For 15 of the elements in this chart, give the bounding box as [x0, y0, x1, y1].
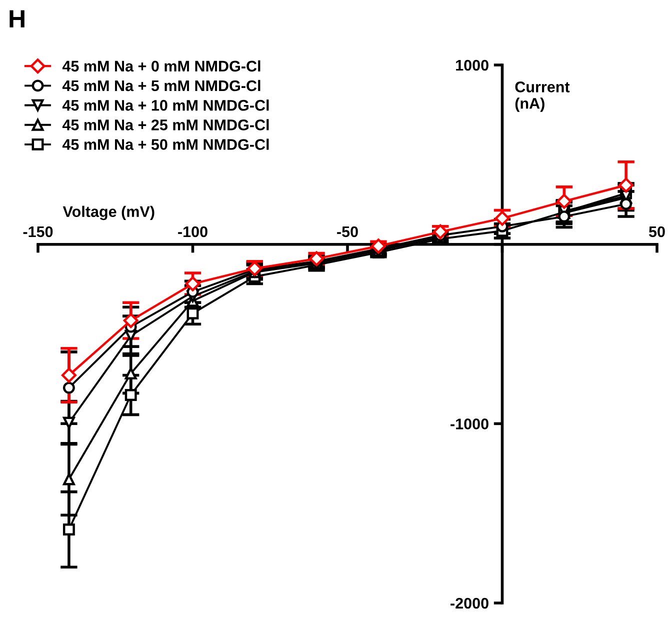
x-tick-label: 50	[648, 226, 665, 238]
legend-label: 45 mM Na + 5 mM NMDG-Cl	[62, 80, 260, 92]
x-tick-label: -100	[178, 226, 208, 238]
legend-label: 45 mM Na + 10 mM NMDG-Cl	[62, 100, 269, 111]
x-tick-label: -150	[23, 226, 53, 238]
legend-label: 45 mM Na + 0 mM NMDG-Cl	[62, 60, 260, 72]
y-tick-label: -2000	[450, 598, 488, 609]
legend-label: 45 mM Na + 50 mM NMDG-Cl	[62, 138, 269, 150]
y-axis-title: Current (nA)	[515, 82, 570, 112]
x-axis-title: Voltage (mV)	[62, 206, 154, 220]
y-tick-label: -1000	[450, 418, 488, 430]
chart-title: H	[10, 10, 24, 28]
x-tick-label: -50	[337, 226, 358, 238]
legend-label: 45 mM Na + 25 mM NMDG-Cl	[62, 119, 269, 130]
y-tick-label: 1000	[456, 60, 488, 71]
